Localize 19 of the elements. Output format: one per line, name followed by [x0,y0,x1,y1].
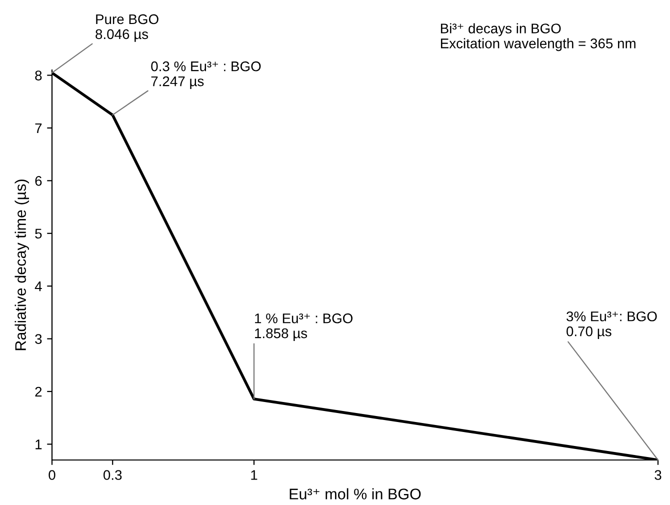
y-tick-label: 3 [35,334,42,344]
y-tick-label: 4 [34,282,42,292]
annotation: 0.3 % Eu³⁺ : BGO 7.247 µs [151,61,261,89]
annotation: 1 % Eu³⁺ : BGO 1.858 µs [255,313,353,341]
text: Bi³⁺ decays in BGO Excitation wavelength = 365 nm [440,23,636,52]
y-tick-label: 5 [35,228,42,239]
y-tick-label: 7 [35,123,42,134]
y-tick-label: 6 [35,176,42,186]
annotation: 3% Eu³⁺: BGO 0.70 µs [566,311,657,339]
x-tick-label: 3 [654,470,662,480]
x-axis-title: Eu³⁺ mol % in BGO [290,488,421,500]
y-axis-title: Radiative decay time (µs) [14,180,29,350]
x-tick-label: 0 [48,470,56,480]
y-tick-label: 8 [35,70,42,80]
y-tick-label: 1 [36,440,42,450]
x-tick-label: 0.3 [103,470,122,480]
y-tick-label: 2 [35,386,42,397]
x-tick-label: 1 [251,470,258,480]
annotation: Pure BGO 8.046 µs [96,14,158,42]
